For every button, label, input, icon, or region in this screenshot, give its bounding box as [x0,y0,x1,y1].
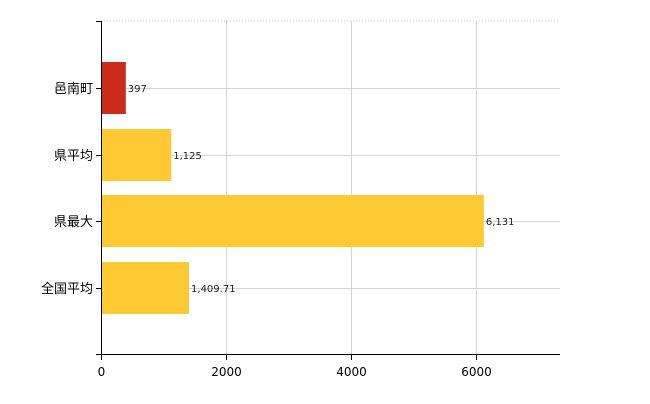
category-label-1: 県平均 [54,149,93,164]
axes [96,21,560,360]
value-label-0: 397 [128,84,147,95]
category-label-0: 邑南町 [54,81,93,97]
x-tick-label-3: 6000 [461,365,492,379]
bar-3 [101,262,190,314]
value-label-2: 6,131 [486,217,515,228]
x-tick-label-1: 2000 [211,365,242,379]
bar-0 [101,62,126,114]
bar-1 [101,129,172,181]
value-label-1: 1,125 [173,151,202,162]
x-tick-label-0: 0 [98,365,106,379]
bars [101,62,484,314]
bar-2 [101,195,484,247]
x-tick-label-2: 4000 [336,365,367,379]
value-label-3: 1,409.71 [191,284,236,295]
category-label-3: 全国平均 [41,281,93,297]
category-label-2: 県最大 [54,215,93,230]
